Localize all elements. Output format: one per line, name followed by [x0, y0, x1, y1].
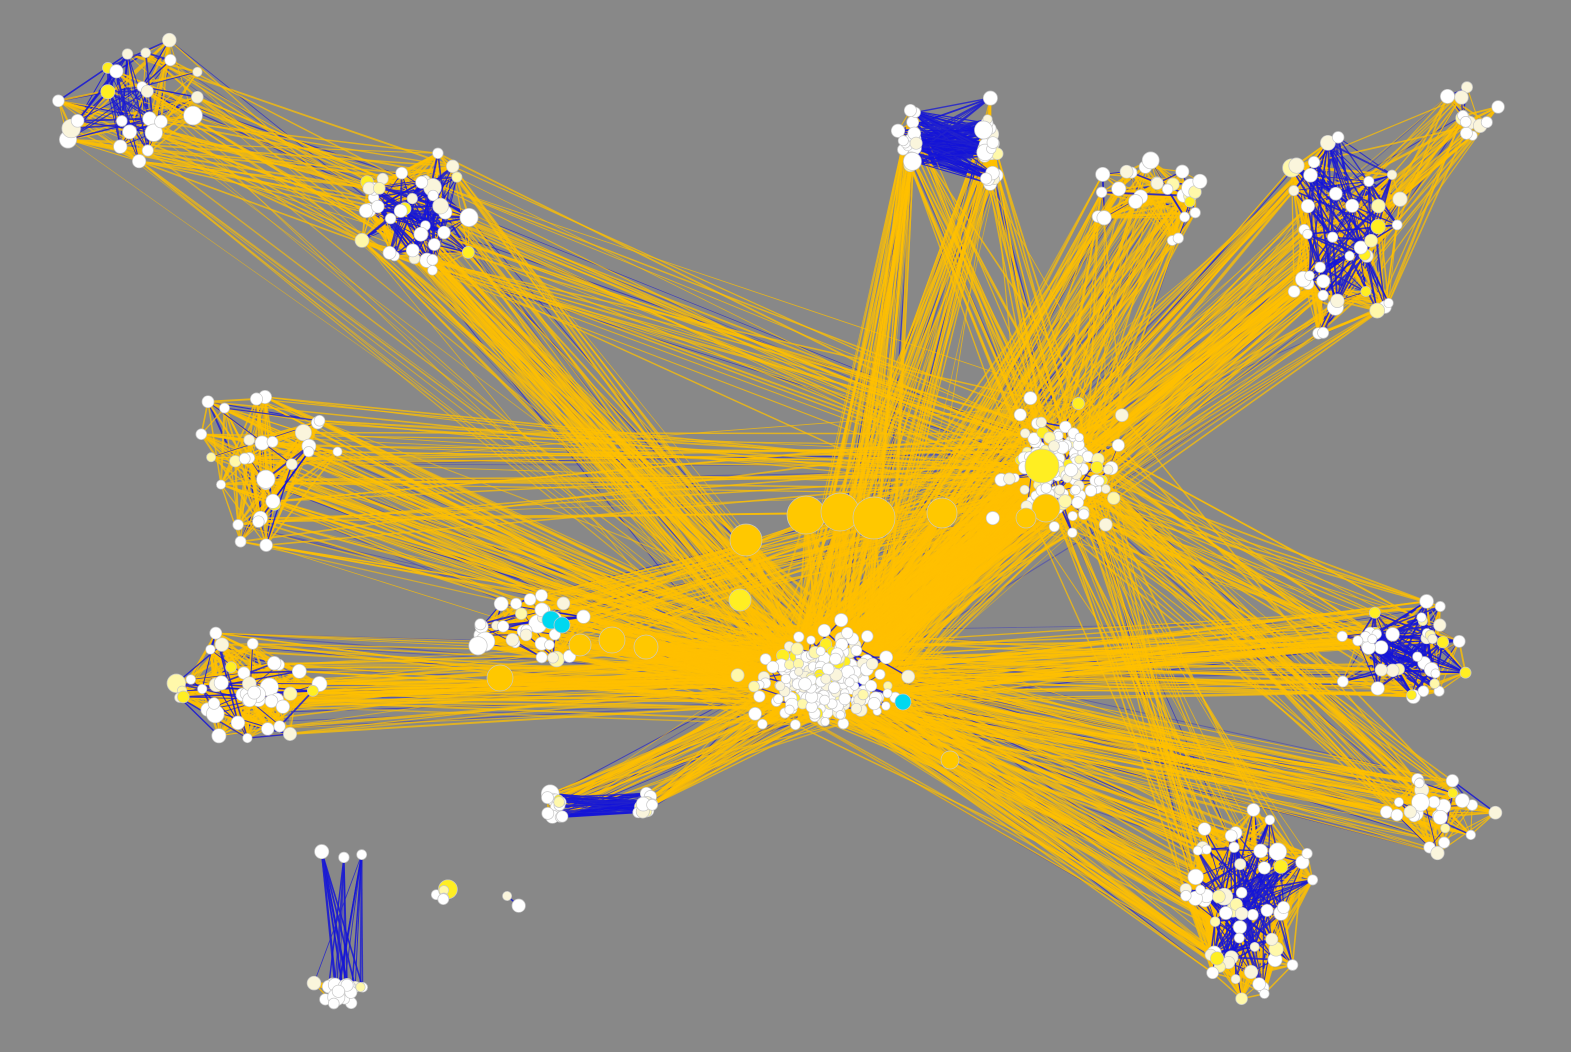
- graph-edge: [170, 59, 434, 197]
- graph-edge: [207, 398, 257, 403]
- graph-edge: [127, 53, 140, 162]
- graph-edge: [127, 53, 454, 168]
- graph-edge: [67, 139, 140, 162]
- graph-edge: [149, 117, 438, 155]
- graph-edge: [196, 96, 384, 180]
- graph-edge: [337, 854, 363, 992]
- graph-edge: [67, 138, 438, 154]
- graph-edge: [1335, 96, 1448, 194]
- graph-edge: [107, 91, 422, 183]
- graph-edge: [1263, 866, 1282, 994]
- graph-edge: [220, 398, 258, 485]
- graph-edge: [168, 39, 415, 259]
- graph-edge: [1451, 780, 1496, 814]
- graph-edge: [147, 91, 363, 241]
- graph-edge: [138, 52, 147, 162]
- graph-edge: [153, 132, 363, 242]
- graph-edge: [138, 160, 390, 254]
- graph-edge: [220, 484, 267, 546]
- graph-edge: [200, 433, 260, 523]
- graph-edge: [1423, 672, 1466, 692]
- graph-edge: [1440, 812, 1496, 818]
- graph-edge: [221, 644, 275, 664]
- graph-edge: [58, 100, 453, 167]
- graph-edge: [169, 39, 379, 208]
- graph-edge: [218, 728, 268, 737]
- graph-edge: [58, 99, 375, 190]
- graph-edge: [1322, 309, 1378, 334]
- graph-edge: [1212, 972, 1243, 1000]
- graph-edge: [234, 461, 240, 525]
- graph-edge: [1240, 907, 1285, 999]
- graph-edge: [240, 479, 270, 542]
- graph-edge: [215, 632, 275, 664]
- graph-edge: [160, 120, 458, 179]
- graph-edge: [220, 484, 242, 542]
- graph-edge: [401, 165, 453, 174]
- graph-edge: [249, 699, 793, 711]
- graph-edge: [910, 109, 988, 124]
- graph-edge: [223, 408, 239, 525]
- graph-edge: [200, 407, 226, 435]
- graph-edge: [359, 854, 363, 988]
- graph-edge: [1102, 173, 1200, 182]
- graph-edge: [1444, 804, 1473, 829]
- graph-edge: [444, 211, 862, 674]
